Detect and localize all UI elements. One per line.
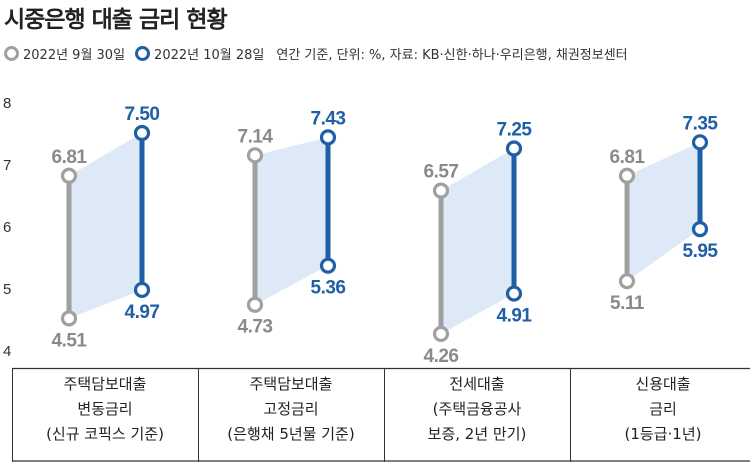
low-marker [246, 296, 264, 313]
category-label-line: 신용대출 [635, 375, 691, 393]
category-label-line: 보증, 2년 만기) [427, 425, 527, 443]
low-value-label: 5.36 [311, 278, 346, 299]
range-band [69, 133, 142, 319]
y-tick-label: 8 [3, 95, 11, 112]
high-value-label: 7.35 [683, 113, 719, 134]
category-label-line: 고정금리 [263, 400, 319, 418]
chart-subtitle: 연간 기준, 단위: %, 자료: KB·신한·하나·우리은행, 채권정보센터 [276, 47, 628, 63]
high-marker [60, 167, 78, 184]
high-value-label: 7.25 [497, 120, 533, 141]
y-tick-label: 4 [3, 343, 11, 360]
low-value-label: 5.95 [683, 241, 719, 262]
high-value-label: 7.50 [125, 104, 160, 125]
value-labels: 6.81 4.51 7.14 4.73 6.57 4.26 6.81 5.11 7.50 4.97… [52, 104, 719, 367]
low-value-label: 4.91 [497, 306, 533, 327]
category-label-line: 주택담보대출 [63, 375, 147, 393]
low-marker [319, 257, 337, 274]
y-axis: 8 7 6 5 4 [3, 95, 11, 360]
bands [69, 133, 700, 334]
low-value-label: 4.73 [238, 317, 273, 338]
legend-item-sep: 2022년 9월 30일 [4, 44, 125, 63]
low-value-label: 4.26 [424, 346, 459, 367]
high-marker [432, 182, 450, 199]
high-value-label: 6.81 [610, 147, 646, 168]
low-value-label: 4.97 [125, 302, 160, 323]
high-marker [618, 167, 636, 184]
y-tick-label: 5 [3, 281, 11, 298]
low-marker [60, 310, 78, 327]
high-value-label: 7.43 [311, 108, 346, 129]
low-value-label: 5.11 [610, 293, 645, 314]
legend-label-sep: 2022년 9월 30일 [23, 47, 126, 63]
y-tick-label: 6 [3, 219, 11, 236]
high-value-label: 6.57 [424, 162, 459, 183]
legend-marker-oct [135, 45, 151, 61]
high-value-label: 7.14 [238, 126, 274, 147]
high-marker [133, 124, 151, 142]
legend-marker-sep [4, 45, 19, 61]
low-marker [133, 281, 151, 298]
y-tick-label: 7 [3, 157, 11, 174]
range-band [441, 148, 514, 334]
high-marker [246, 147, 264, 164]
high-value-label: 6.81 [52, 147, 88, 168]
category-label-line: 금리 [649, 400, 677, 418]
category-frame [12, 367, 750, 462]
range-bars [60, 124, 709, 342]
low-marker [505, 285, 523, 302]
low-value-label: 4.51 [52, 330, 88, 351]
category-label-line: (은행채 5년물 기준) [227, 425, 355, 443]
high-marker [691, 134, 709, 151]
low-marker [691, 221, 709, 238]
high-marker [319, 129, 337, 146]
high-marker [505, 140, 523, 157]
category-label-line: 변동금리 [77, 400, 133, 418]
legend-label-oct: 2022년 10월 28일 [154, 47, 265, 63]
low-marker [618, 273, 636, 290]
category-label-line: (1등급·1년) [624, 425, 702, 443]
legend: 2022년 9월 30일 2022년 10월 28일 연간 기준, 단위: %,… [4, 42, 628, 64]
range-band [255, 137, 328, 305]
category-label-line: 전세대출 [449, 375, 505, 393]
low-marker [432, 325, 450, 342]
legend-item-oct: 2022년 10월 28일 [135, 44, 264, 63]
category-label-line: (신규 코픽스 기준) [46, 425, 164, 443]
chart-title: 시중은행 대출 금리 현황 [4, 7, 228, 33]
category-label-line: (주택금융공사 [432, 400, 522, 418]
range-band [627, 142, 700, 282]
category-label-line: 주택담보대출 [249, 375, 333, 393]
